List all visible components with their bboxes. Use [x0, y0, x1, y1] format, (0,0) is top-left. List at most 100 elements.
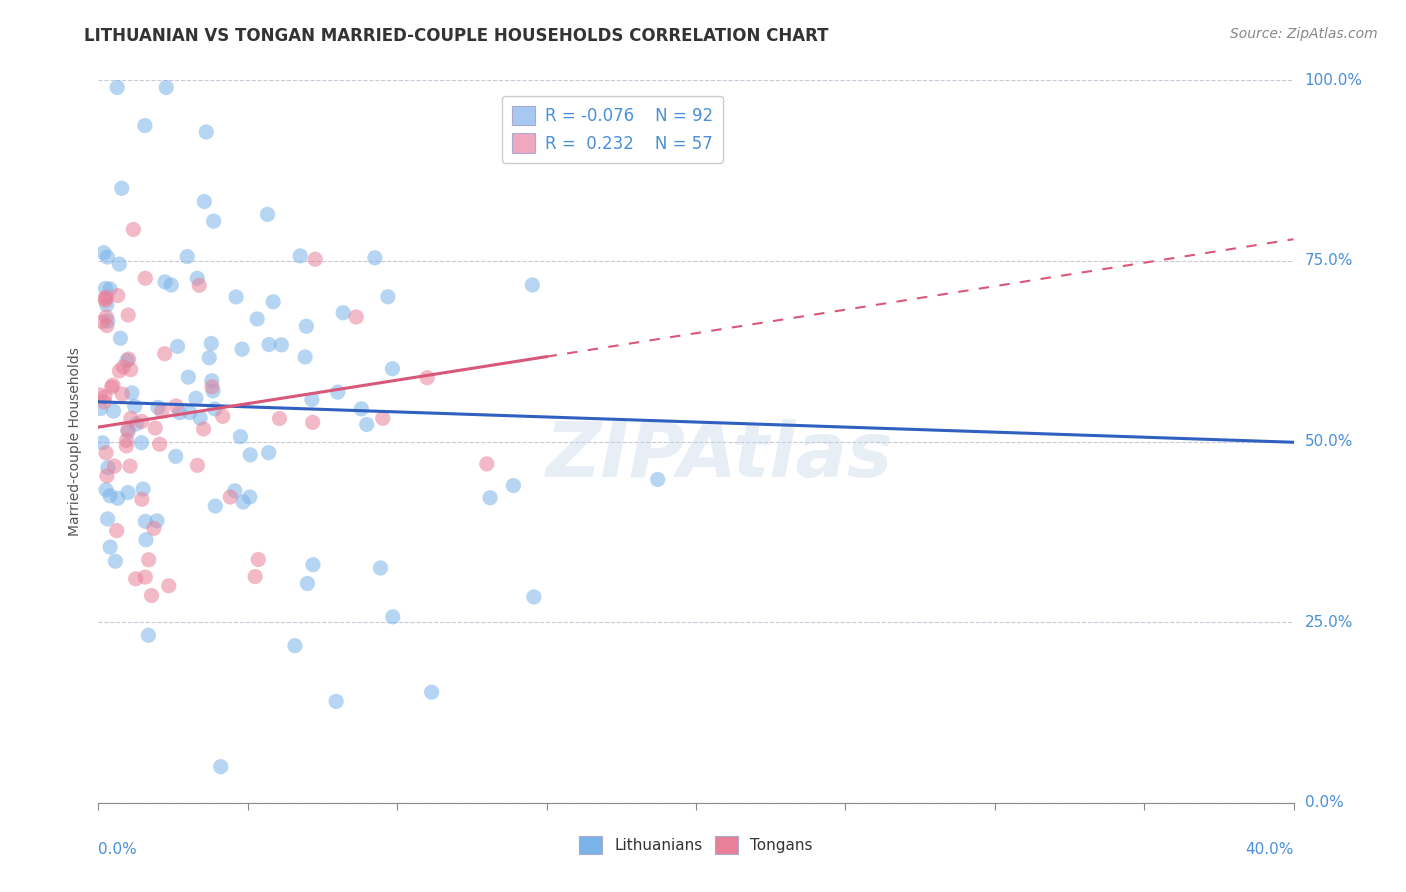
Point [101, 378, 124, 392]
Point [364, 251, 387, 265]
Point [243, 569, 266, 583]
Point [202, 214, 225, 228]
Point [117, 423, 139, 437]
Point [121, 385, 143, 400]
Point [155, 80, 177, 95]
Point [134, 271, 156, 285]
Point [94, 390, 117, 404]
Point [94, 446, 117, 460]
Point [93, 395, 115, 409]
Point [198, 351, 221, 365]
Point [179, 405, 201, 419]
Point [131, 492, 153, 507]
Point [270, 338, 292, 352]
Point [188, 278, 211, 293]
Point [246, 312, 269, 326]
Point [94, 292, 117, 306]
Point [176, 250, 198, 264]
Point [97, 460, 120, 475]
Point [96, 250, 118, 264]
Point [138, 628, 160, 642]
Point [160, 278, 183, 293]
Point [325, 694, 347, 708]
Point [301, 415, 323, 429]
Point [138, 553, 160, 567]
Legend: Lithuanians, Tongans: Lithuanians, Tongans [574, 830, 818, 860]
Point [356, 417, 378, 432]
Point [239, 490, 262, 504]
Point [134, 515, 156, 529]
Point [371, 411, 394, 425]
Point [115, 439, 138, 453]
Point [111, 387, 134, 401]
Point [211, 409, 233, 424]
Point [262, 294, 284, 309]
Point [209, 760, 232, 774]
Point [115, 434, 138, 448]
Point [115, 353, 138, 368]
Point [117, 308, 139, 322]
Point [98, 282, 121, 296]
Point [111, 181, 134, 195]
Point [146, 401, 169, 415]
Point [193, 422, 215, 436]
Point [153, 275, 176, 289]
Point [96, 310, 118, 324]
Point [377, 290, 399, 304]
Text: 25.0%: 25.0% [1305, 615, 1353, 630]
Point [103, 458, 125, 473]
Point [94, 281, 117, 295]
Point [146, 514, 169, 528]
Point [98, 489, 121, 503]
Point [134, 119, 156, 133]
Point [122, 222, 145, 236]
Point [120, 411, 142, 425]
Point [229, 430, 252, 444]
Point [288, 249, 311, 263]
Point [150, 404, 173, 418]
Point [91, 315, 114, 329]
Point [232, 495, 254, 509]
Point [479, 491, 502, 505]
Point [344, 310, 367, 324]
Text: 75.0%: 75.0% [1305, 253, 1353, 268]
Point [301, 392, 323, 407]
Point [142, 521, 165, 535]
Text: LITHUANIAN VS TONGAN MARRIED-COUPLE HOUSEHOLDS CORRELATION CHART: LITHUANIAN VS TONGAN MARRIED-COUPLE HOUS… [84, 27, 830, 45]
Point [131, 435, 153, 450]
Point [132, 482, 155, 496]
Point [225, 290, 247, 304]
Point [105, 80, 128, 95]
Point [381, 610, 404, 624]
Point [416, 370, 439, 384]
Point [165, 450, 187, 464]
Point [188, 411, 211, 425]
Point [257, 337, 280, 351]
Point [96, 298, 118, 312]
Point [141, 589, 163, 603]
Point [224, 483, 246, 498]
Point [193, 194, 215, 209]
Point [284, 639, 307, 653]
Text: 0.0%: 0.0% [1305, 796, 1343, 810]
Point [165, 399, 187, 413]
Point [107, 288, 129, 302]
Point [110, 331, 132, 345]
Point [131, 414, 153, 428]
Point [108, 257, 131, 271]
Text: ZIPAtlas: ZIPAtlas [546, 419, 894, 493]
Point [475, 457, 498, 471]
Point [204, 499, 226, 513]
Point [103, 404, 125, 418]
Point [117, 425, 139, 439]
Point [219, 490, 242, 504]
Point [502, 478, 524, 492]
Text: 50.0%: 50.0% [1305, 434, 1353, 449]
Text: 100.0%: 100.0% [1305, 73, 1362, 87]
Point [239, 448, 262, 462]
Point [647, 473, 669, 487]
Point [297, 576, 319, 591]
Point [143, 421, 166, 435]
Point [186, 271, 208, 285]
Point [90, 401, 112, 416]
